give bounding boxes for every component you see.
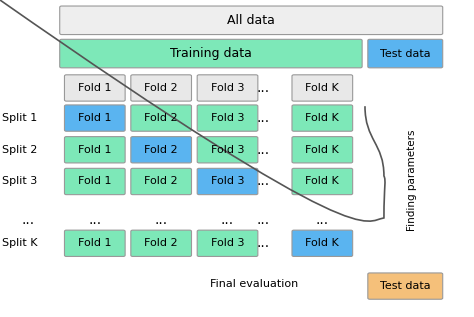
- FancyBboxPatch shape: [368, 273, 443, 299]
- Text: Split K: Split K: [2, 238, 38, 248]
- FancyBboxPatch shape: [131, 168, 191, 195]
- Text: Fold K: Fold K: [305, 238, 339, 248]
- FancyBboxPatch shape: [292, 137, 353, 163]
- Text: Fold 1: Fold 1: [78, 145, 111, 155]
- Text: ...: ...: [316, 213, 329, 227]
- FancyBboxPatch shape: [368, 39, 443, 68]
- Text: Training data: Training data: [170, 47, 252, 60]
- FancyBboxPatch shape: [64, 230, 125, 256]
- FancyBboxPatch shape: [197, 168, 258, 195]
- FancyBboxPatch shape: [64, 137, 125, 163]
- Text: Fold 2: Fold 2: [145, 83, 178, 93]
- FancyBboxPatch shape: [292, 75, 353, 101]
- FancyBboxPatch shape: [131, 230, 191, 256]
- FancyBboxPatch shape: [131, 137, 191, 163]
- Text: ...: ...: [256, 143, 270, 157]
- FancyBboxPatch shape: [64, 168, 125, 195]
- Text: Split 3: Split 3: [2, 177, 37, 186]
- FancyBboxPatch shape: [197, 75, 258, 101]
- Text: ...: ...: [256, 174, 270, 189]
- Text: Split 2: Split 2: [2, 145, 38, 155]
- Text: Fold K: Fold K: [305, 145, 339, 155]
- Text: Fold 2: Fold 2: [145, 238, 178, 248]
- Text: ...: ...: [88, 213, 101, 227]
- Text: Fold 3: Fold 3: [211, 145, 244, 155]
- Text: Test data: Test data: [380, 281, 430, 291]
- FancyBboxPatch shape: [131, 75, 191, 101]
- Text: Fold 3: Fold 3: [211, 177, 244, 186]
- Text: Split 1: Split 1: [2, 113, 37, 123]
- Text: Fold 1: Fold 1: [78, 113, 111, 123]
- Text: Fold 3: Fold 3: [211, 83, 244, 93]
- Text: ...: ...: [155, 213, 168, 227]
- Text: Fold 2: Fold 2: [145, 145, 178, 155]
- FancyBboxPatch shape: [292, 105, 353, 131]
- FancyBboxPatch shape: [64, 105, 125, 131]
- Text: Fold 2: Fold 2: [145, 177, 178, 186]
- FancyBboxPatch shape: [197, 230, 258, 256]
- FancyBboxPatch shape: [60, 6, 443, 35]
- Text: Fold 2: Fold 2: [145, 113, 178, 123]
- Text: Fold 3: Fold 3: [211, 113, 244, 123]
- Text: ...: ...: [256, 236, 270, 250]
- FancyBboxPatch shape: [197, 105, 258, 131]
- FancyBboxPatch shape: [197, 137, 258, 163]
- Text: Fold 3: Fold 3: [211, 238, 244, 248]
- Text: All data: All data: [227, 14, 275, 27]
- Text: Fold K: Fold K: [305, 113, 339, 123]
- Text: ...: ...: [221, 213, 234, 227]
- Text: Fold K: Fold K: [305, 177, 339, 186]
- Text: ...: ...: [256, 111, 270, 125]
- FancyBboxPatch shape: [131, 105, 191, 131]
- Text: Fold 1: Fold 1: [78, 238, 111, 248]
- Text: ...: ...: [22, 213, 35, 227]
- FancyBboxPatch shape: [60, 39, 362, 68]
- Text: Fold K: Fold K: [305, 83, 339, 93]
- Text: Fold 1: Fold 1: [78, 83, 111, 93]
- Text: ...: ...: [256, 213, 270, 227]
- FancyBboxPatch shape: [292, 168, 353, 195]
- Text: Final evaluation: Final evaluation: [210, 279, 299, 289]
- FancyBboxPatch shape: [64, 75, 125, 101]
- Text: Finding parameters: Finding parameters: [407, 130, 418, 231]
- Text: Test data: Test data: [380, 49, 430, 59]
- Text: ...: ...: [256, 81, 270, 95]
- FancyBboxPatch shape: [292, 230, 353, 256]
- Text: Fold 1: Fold 1: [78, 177, 111, 186]
